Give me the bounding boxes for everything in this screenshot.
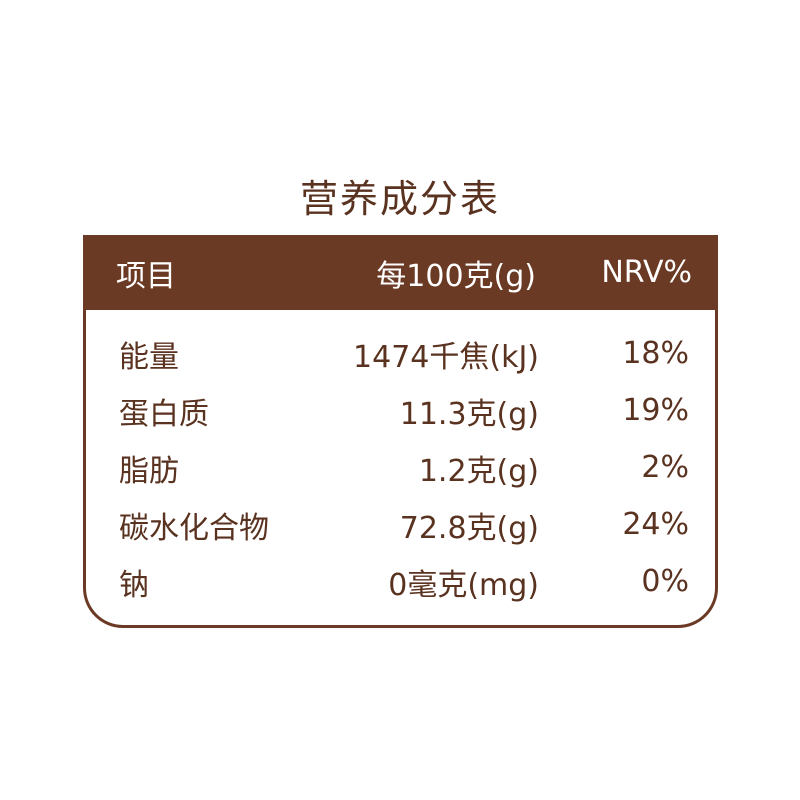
table-row: 碳水化合物 72.8克(g) 24%	[86, 496, 715, 553]
table-header: 项目 每100克(g) NRV%	[83, 235, 718, 310]
cell: 0毫克(mg)	[388, 567, 539, 603]
cell: 碳水化合物	[119, 510, 269, 546]
table-row: 脂肪 1.2克(g) 2%	[86, 439, 715, 496]
cell: 19%	[622, 393, 689, 428]
cell: 72.8克(g)	[399, 510, 539, 546]
page-title: 营养成分表	[299, 177, 500, 221]
cell: 脂肪	[119, 453, 179, 489]
cell: 钠	[119, 567, 149, 603]
table-row: 蛋白质 11.3克(g) 19%	[86, 382, 715, 439]
header-nrv: NRV%	[601, 255, 692, 290]
cell: 2%	[641, 450, 689, 485]
table-row: 钠 0毫克(mg) 0%	[86, 553, 715, 610]
nutrition-table: 项目 每100克(g) NRV% 能量 1474千焦(kJ) 18% 蛋白质 11.3克…	[83, 235, 718, 628]
cell: 11.3克(g)	[399, 396, 539, 432]
header-per100g: 每100克(g)	[376, 258, 536, 294]
cell: 0%	[641, 564, 689, 599]
cell: 能量	[119, 339, 179, 375]
cell: 1474千焦(kJ)	[353, 339, 539, 375]
cell: 18%	[622, 336, 689, 371]
cell: 1.2克(g)	[418, 453, 539, 489]
cell: 蛋白质	[119, 396, 209, 432]
header-item: 项目	[116, 258, 176, 294]
cell: 24%	[622, 507, 689, 542]
table-row: 能量 1474千焦(kJ) 18%	[86, 325, 715, 382]
